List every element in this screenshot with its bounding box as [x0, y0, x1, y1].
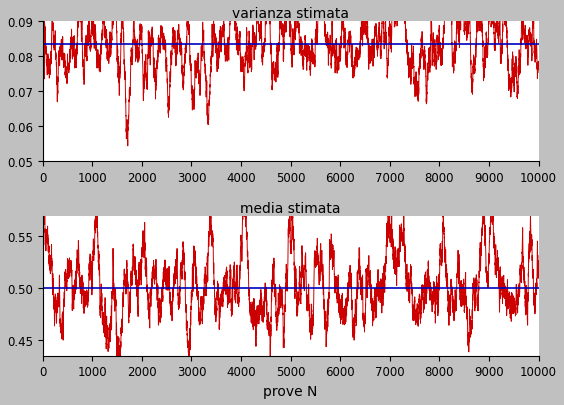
X-axis label: prove N: prove N [263, 384, 318, 398]
Title: media stimata: media stimata [240, 201, 341, 215]
Title: varianza stimata: varianza stimata [232, 7, 349, 21]
